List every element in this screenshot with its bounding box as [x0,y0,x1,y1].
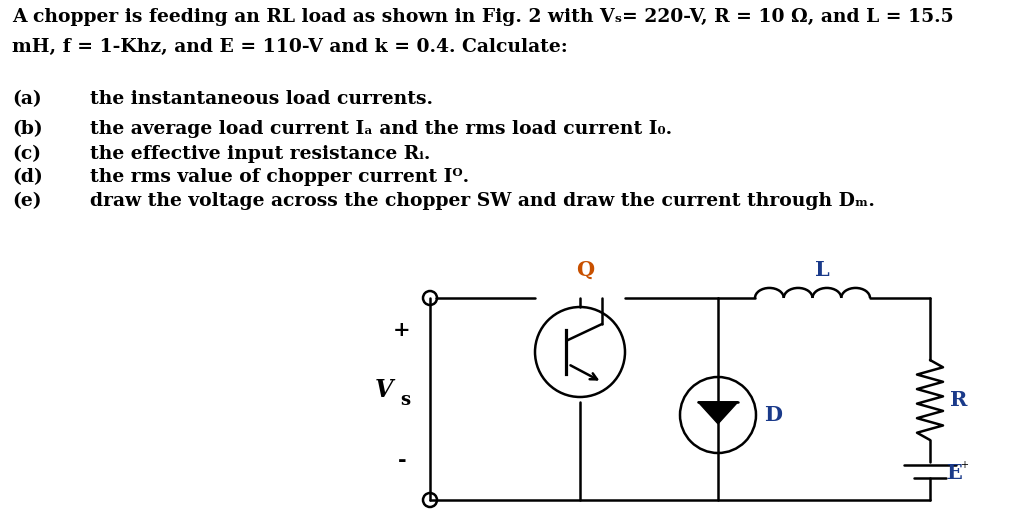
Text: R: R [950,390,968,410]
Text: +: + [393,320,411,340]
Text: the effective input resistance Rᵢ.: the effective input resistance Rᵢ. [90,145,430,163]
Text: (b): (b) [12,120,43,138]
Text: (a): (a) [12,90,42,108]
Text: s: s [400,391,411,409]
Text: +: + [961,460,968,470]
Text: -: - [397,450,407,470]
Text: draw the voltage across the chopper SW and draw the current through Dₘ.: draw the voltage across the chopper SW a… [90,192,874,210]
Text: Q: Q [575,260,594,280]
Text: (e): (e) [12,192,42,210]
Text: L: L [815,260,829,280]
Text: the instantaneous load currents.: the instantaneous load currents. [90,90,433,108]
Text: (d): (d) [12,168,43,186]
Polygon shape [698,402,738,424]
Text: V: V [375,378,393,402]
Text: A chopper is feeding an RL load as shown in Fig. 2 with Vₛ= 220-V, R = 10 Ω, and: A chopper is feeding an RL load as shown… [12,8,953,26]
Text: (c): (c) [12,145,41,163]
Text: mH, f = 1-Khz, and E = 110-V and k = 0.4. Calculate:: mH, f = 1-Khz, and E = 110-V and k = 0.4… [12,38,567,56]
Text: D: D [764,405,782,425]
Text: E: E [946,463,962,483]
Text: the rms value of chopper current Iᴼ.: the rms value of chopper current Iᴼ. [90,168,469,186]
Text: the average load current Iₐ and the rms load current I₀.: the average load current Iₐ and the rms … [90,120,672,138]
